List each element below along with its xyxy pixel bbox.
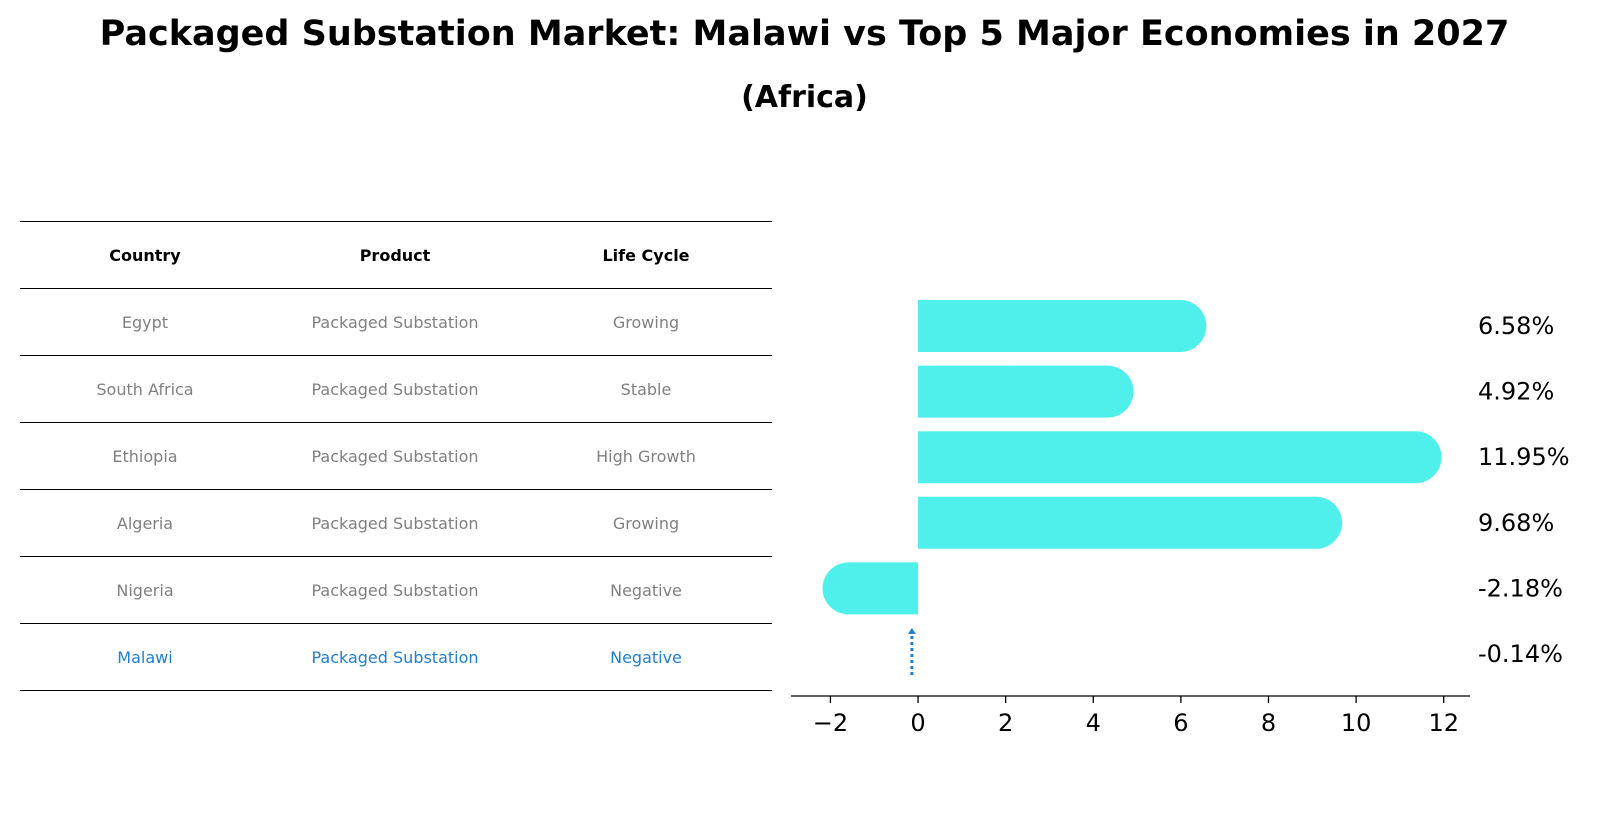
bar-egypt <box>918 300 1207 352</box>
header-product: Product <box>359 245 431 265</box>
bar-marker-malawi <box>907 628 916 634</box>
chart-subtitle: (Africa) <box>741 80 868 115</box>
table-row: Nigeria Packaged Substation Negative <box>20 556 772 623</box>
header-life-cycle: Life Cycle <box>602 245 690 265</box>
x-tick-label: 10 <box>1341 709 1372 737</box>
x-tick-label: 2 <box>998 709 1013 737</box>
chart-title: Packaged Substation Market: Malawi vs To… <box>99 14 1510 54</box>
value-label-egypt: 6.58% <box>1478 312 1554 340</box>
header-country: Country <box>109 245 181 265</box>
x-tick-label: −2 <box>813 709 848 737</box>
table-row-highlighted: Malawi Packaged Substation Negative <box>20 623 772 691</box>
x-tick-label: 4 <box>1086 709 1101 737</box>
cell-life-cycle: Growing <box>612 513 680 533</box>
cell-life-cycle: Negative <box>610 580 682 600</box>
cell-life-cycle: Negative <box>610 647 682 667</box>
cell-country: Ethiopia <box>112 446 178 466</box>
cell-product: Packaged Substation <box>311 446 479 466</box>
bar-algeria <box>918 496 1343 549</box>
bar-south-africa <box>918 365 1134 418</box>
x-tick-label: 8 <box>1261 709 1276 737</box>
cell-life-cycle: Growing <box>612 312 680 332</box>
x-tick-label: 6 <box>1173 709 1188 737</box>
value-label-ethiopia: 11.95% <box>1478 443 1570 471</box>
x-tick-label: 0 <box>910 709 925 737</box>
table-row: Egypt Packaged Substation Growing <box>20 288 772 355</box>
bar-ethiopia <box>918 431 1442 484</box>
country-table: Country Product Life Cycle Egypt Package… <box>20 221 772 691</box>
cell-product: Packaged Substation <box>311 513 479 533</box>
value-label-south-africa: 4.92% <box>1478 378 1554 406</box>
cell-product: Packaged Substation <box>311 647 479 667</box>
cell-product: Packaged Substation <box>311 379 479 399</box>
table-row: Algeria Packaged Substation Growing <box>20 489 772 556</box>
cell-country: South Africa <box>96 379 194 399</box>
cell-country: Nigeria <box>116 580 174 600</box>
x-tick-label: 12 <box>1428 709 1459 737</box>
table-header-row: Country Product Life Cycle <box>20 221 772 288</box>
cell-country: Malawi <box>117 647 173 667</box>
cell-country: Algeria <box>116 513 174 533</box>
bar-nigeria <box>822 562 919 615</box>
value-label-malawi: -0.14% <box>1478 640 1563 668</box>
cell-product: Packaged Substation <box>311 580 479 600</box>
value-label-nigeria: -2.18% <box>1478 574 1563 602</box>
cell-life-cycle: High Growth <box>596 446 696 466</box>
cell-country: Egypt <box>121 312 169 332</box>
table-row: South Africa Packaged Substation Stable <box>20 355 772 422</box>
cell-life-cycle: Stable <box>620 379 672 399</box>
cell-product: Packaged Substation <box>311 312 479 332</box>
table-row: Ethiopia Packaged Substation High Growth <box>20 422 772 489</box>
value-label-algeria: 9.68% <box>1478 509 1554 537</box>
